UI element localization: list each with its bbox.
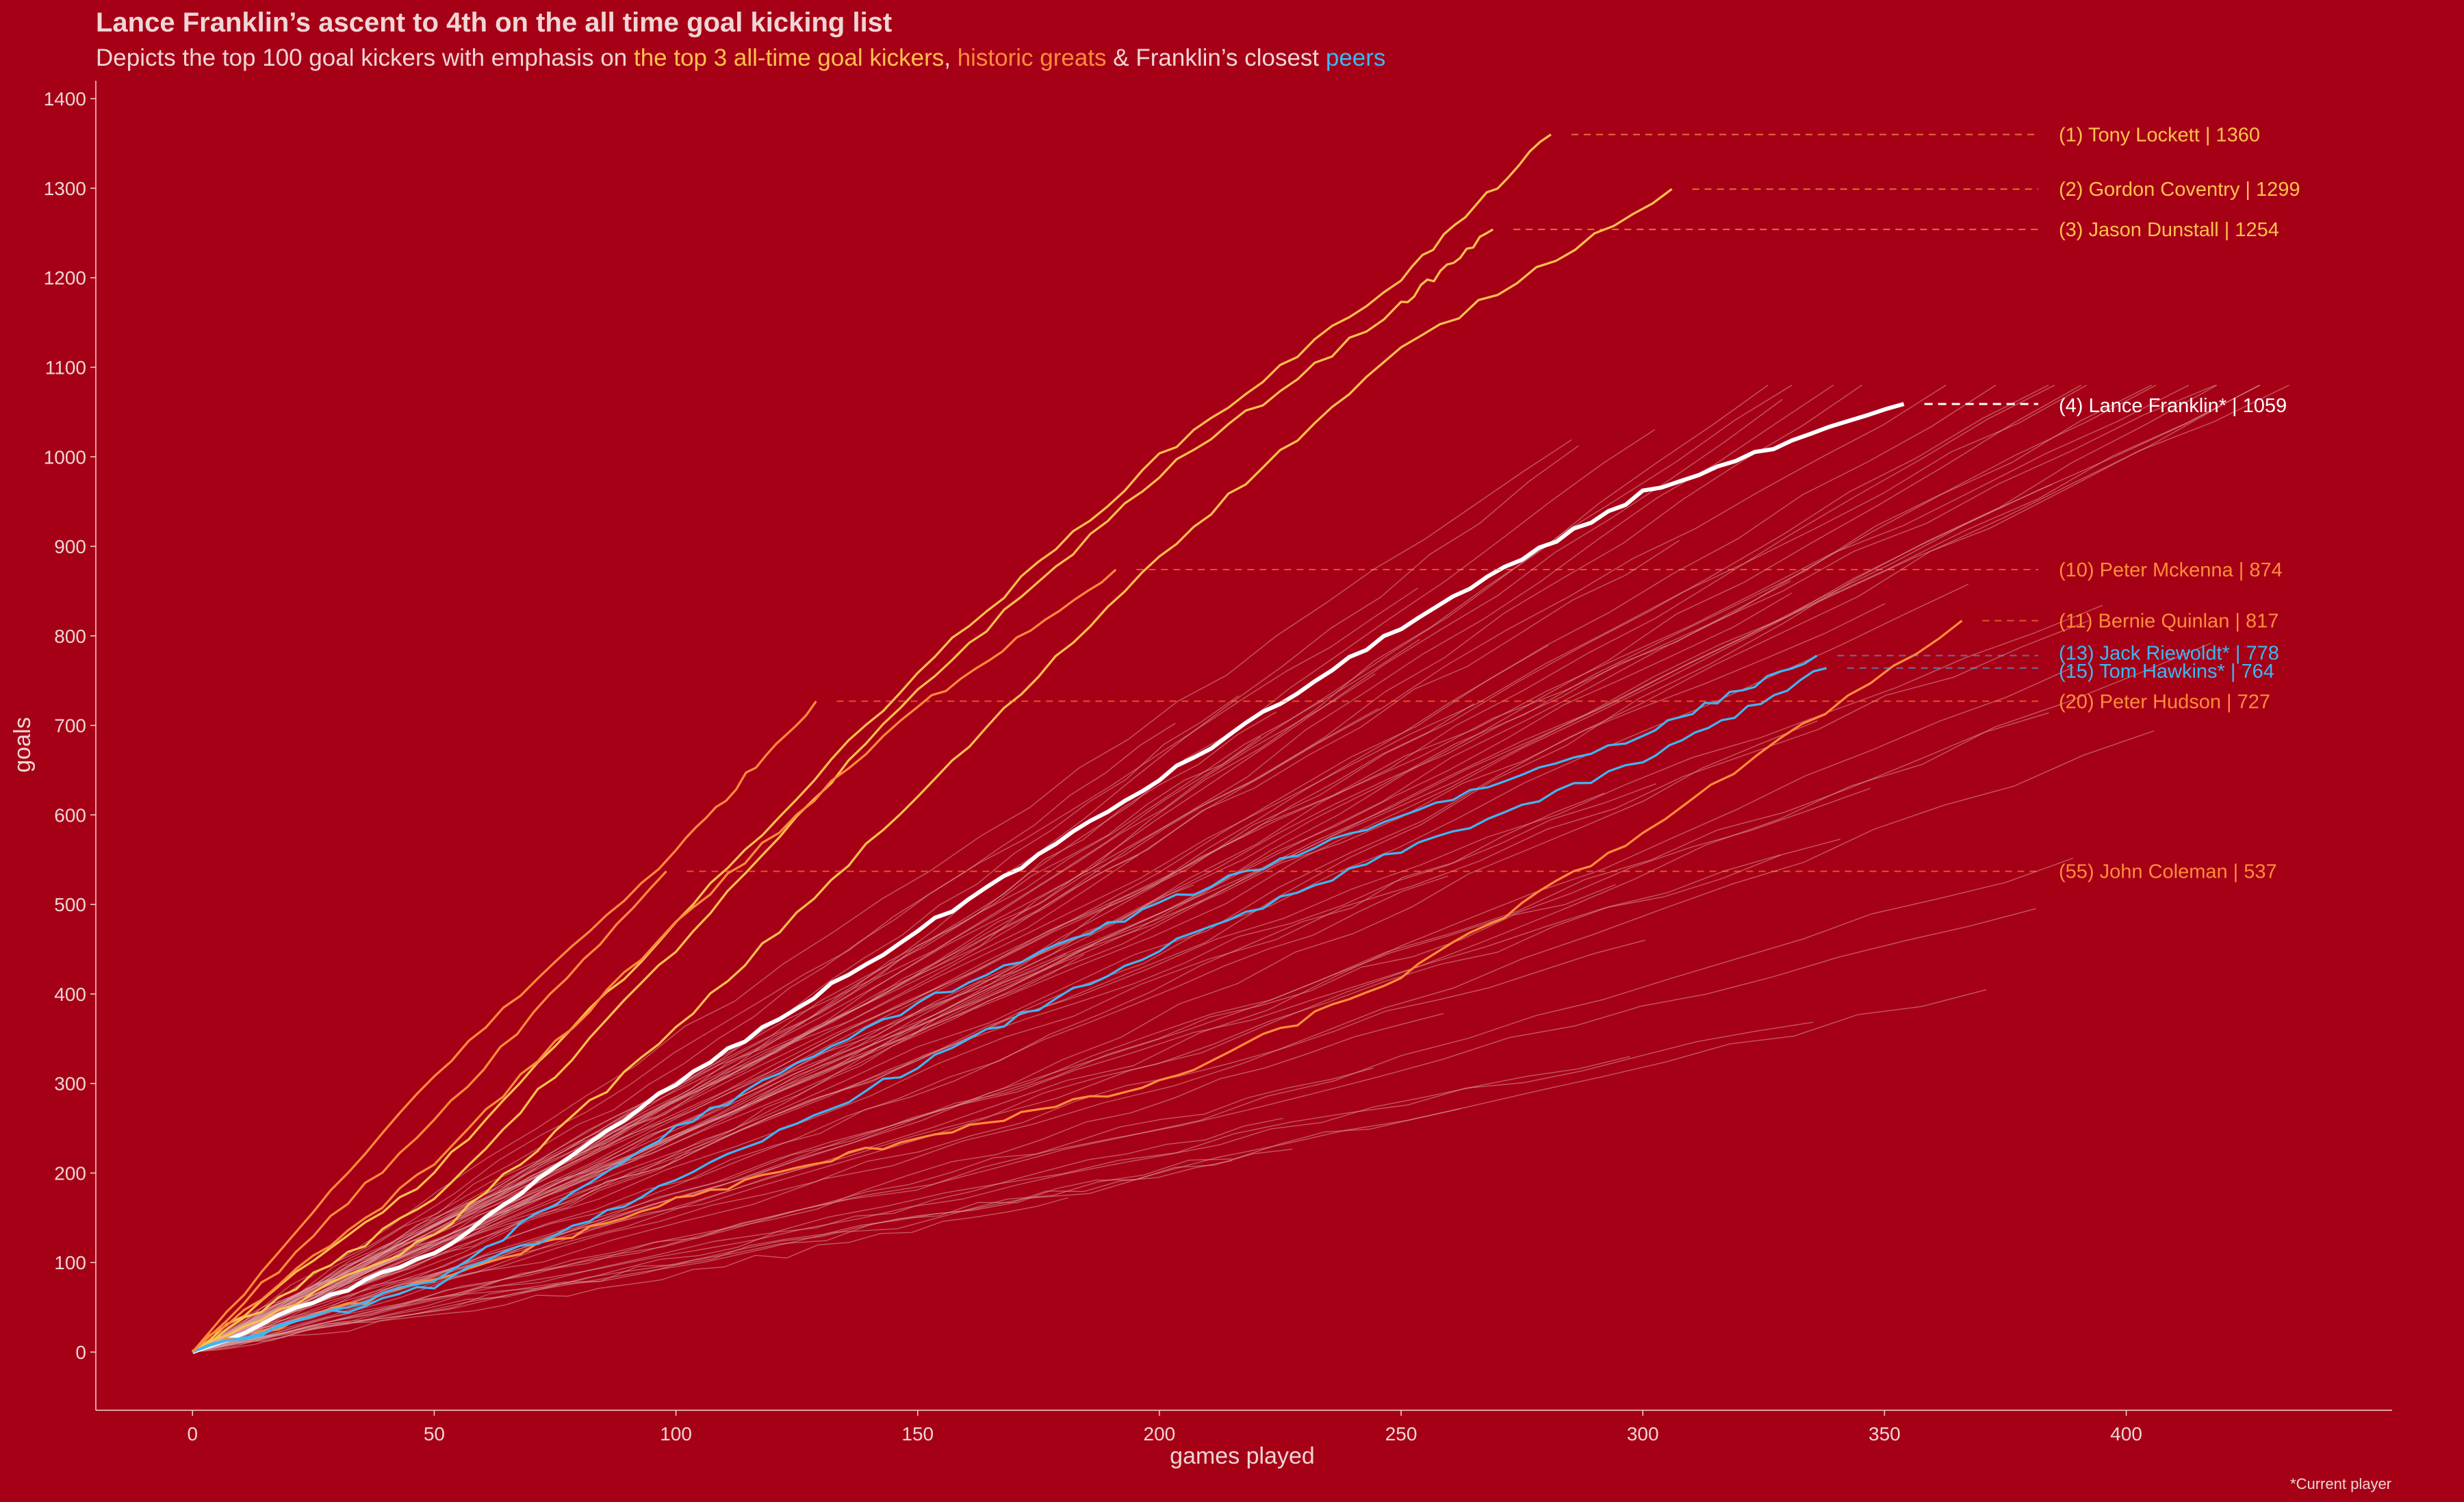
other-kicker-line <box>192 398 1783 1353</box>
y-tick-label: 1200 <box>44 268 86 289</box>
x-tick-label: 50 <box>424 1423 445 1444</box>
subtitle-part-1: the top 3 all-time goal kickers <box>634 44 944 71</box>
series-line-4 <box>192 568 1117 1353</box>
chart-title: Lance Franklin’s ascent to 4th on the al… <box>96 8 892 38</box>
other-kicker-line <box>192 787 1871 1353</box>
y-tick-label: 200 <box>54 1162 86 1184</box>
y-tick-label: 900 <box>54 536 86 557</box>
y-tick-label: 1100 <box>45 357 86 378</box>
other-kicker-line <box>192 839 1840 1353</box>
other-kicker-line <box>192 384 2087 1353</box>
other-kicker-line <box>192 429 1656 1353</box>
y-tick-label: 700 <box>54 715 86 737</box>
other-kicker-line <box>192 1021 1814 1353</box>
subtitle-part-0: Depicts the top 100 goal kickers with em… <box>96 44 634 71</box>
other-kicker-line <box>192 384 2289 1353</box>
y-tick-label: 300 <box>54 1073 86 1095</box>
other-kicker-line <box>192 483 2053 1353</box>
y-tick-label: 600 <box>54 804 86 826</box>
other-kicker-line <box>192 989 1987 1353</box>
other-kicker-line <box>192 604 2103 1353</box>
series-label-3: (4) Lance Franklin* | 1059 <box>2059 395 2287 417</box>
subtitle-part-5: peers <box>1326 44 1386 71</box>
other-kicker-line <box>192 1013 1443 1353</box>
x-tick-label: 200 <box>1144 1423 1176 1444</box>
other-kicker-line <box>192 884 1194 1353</box>
other-kicker-line <box>192 405 2221 1353</box>
series-line-5 <box>192 620 1963 1353</box>
series-label-8: (20) Peter Hudson | 727 <box>2059 691 2270 713</box>
subtitle-part-3: historic greats <box>958 44 1107 71</box>
series-label-9: (55) John Coleman | 537 <box>2059 861 2277 883</box>
highlighted-series: (1) Tony Lockett | 1360 (2) Gordon Covent… <box>192 124 2300 1354</box>
x-tick-label: 0 <box>187 1423 198 1444</box>
other-kicker-line <box>192 666 2075 1353</box>
y-tick-label: 1000 <box>44 446 86 468</box>
series-label-7: (15) Tom Hawkins* | 764 <box>2059 661 2274 683</box>
series-line-6 <box>192 654 1818 1353</box>
series-line-7 <box>192 667 1827 1353</box>
x-tick-label: 150 <box>901 1423 934 1444</box>
series-line-8 <box>192 700 817 1353</box>
x-tick-label: 400 <box>2110 1423 2142 1444</box>
other-kicker-line <box>192 939 1645 1353</box>
other-kicker-line <box>192 385 1862 1353</box>
other-kicker-line <box>192 708 1379 1353</box>
series-line-2 <box>192 228 1494 1353</box>
other-kicker-line <box>192 854 1781 1353</box>
x-tick-label: 300 <box>1627 1423 1659 1444</box>
other-kicker-line <box>192 384 2218 1353</box>
other-kicker-line <box>192 711 1277 1353</box>
other-kicker-line <box>192 620 2090 1353</box>
other-kicker-line <box>192 712 2049 1353</box>
other-kicker-line <box>192 384 2190 1353</box>
y-tick-label: 0 <box>75 1342 86 1363</box>
other-kicker-line <box>192 642 2211 1353</box>
y-axis-title: goals <box>10 717 36 772</box>
series-line-3 <box>192 402 1905 1354</box>
other-kicker-line <box>192 792 1605 1353</box>
axes: 0100200300400500600700800900100011001200… <box>44 81 2392 1444</box>
other-kicker-line <box>192 592 1793 1353</box>
other-kicker-line <box>192 695 1240 1353</box>
subtitle-part-4: & Franklin’s closest <box>1107 44 1326 71</box>
y-tick-label: 1400 <box>44 88 86 110</box>
y-tick-label: 100 <box>54 1252 86 1273</box>
x-tick-label: 250 <box>1385 1423 1417 1444</box>
other-kicker-line <box>192 587 1418 1353</box>
other-kicker-line <box>192 1067 1374 1353</box>
x-tick-label: 100 <box>660 1423 692 1444</box>
x-axis-title: games played <box>1170 1443 1315 1469</box>
other-kicker-line <box>192 439 1572 1353</box>
series-label-0: (1) Tony Lockett | 1360 <box>2059 124 2260 146</box>
series-label-1: (2) Gordon Coventry | 1299 <box>2059 179 2300 201</box>
series-label-5: (11) Bernie Quinlan | 817 <box>2059 611 2279 633</box>
series-line-1 <box>192 188 1673 1353</box>
y-tick-label: 800 <box>54 626 86 647</box>
other-kicker-line <box>192 1056 1630 1353</box>
x-tick-label: 350 <box>1869 1423 1901 1444</box>
other-kicker-line <box>192 1149 1293 1353</box>
y-tick-label: 400 <box>54 984 86 1005</box>
series-line-0 <box>192 133 1552 1353</box>
other-kicker-line <box>192 1197 1068 1353</box>
series-label-6: (13) Jack Riewoldt* | 778 <box>2059 643 2279 665</box>
series-label-2: (3) Jason Dunstall | 1254 <box>2059 219 2279 241</box>
series-label-4: (10) Peter Mckenna | 874 <box>2059 559 2283 581</box>
other-kicker-line <box>192 723 1176 1353</box>
other-kickers-lines <box>192 384 2289 1353</box>
other-kicker-line <box>192 730 2155 1353</box>
y-tick-label: 1300 <box>44 178 86 199</box>
current-player-note: *Current player <box>2290 1475 2391 1492</box>
series-line-9 <box>192 870 667 1353</box>
other-kicker-line <box>192 783 1657 1353</box>
subtitle-part-2: , <box>944 44 957 71</box>
chart-subtitle: Depicts the top 100 goal kickers with em… <box>96 44 1385 71</box>
y-tick-label: 500 <box>54 894 86 915</box>
other-kicker-line <box>192 1117 1283 1353</box>
